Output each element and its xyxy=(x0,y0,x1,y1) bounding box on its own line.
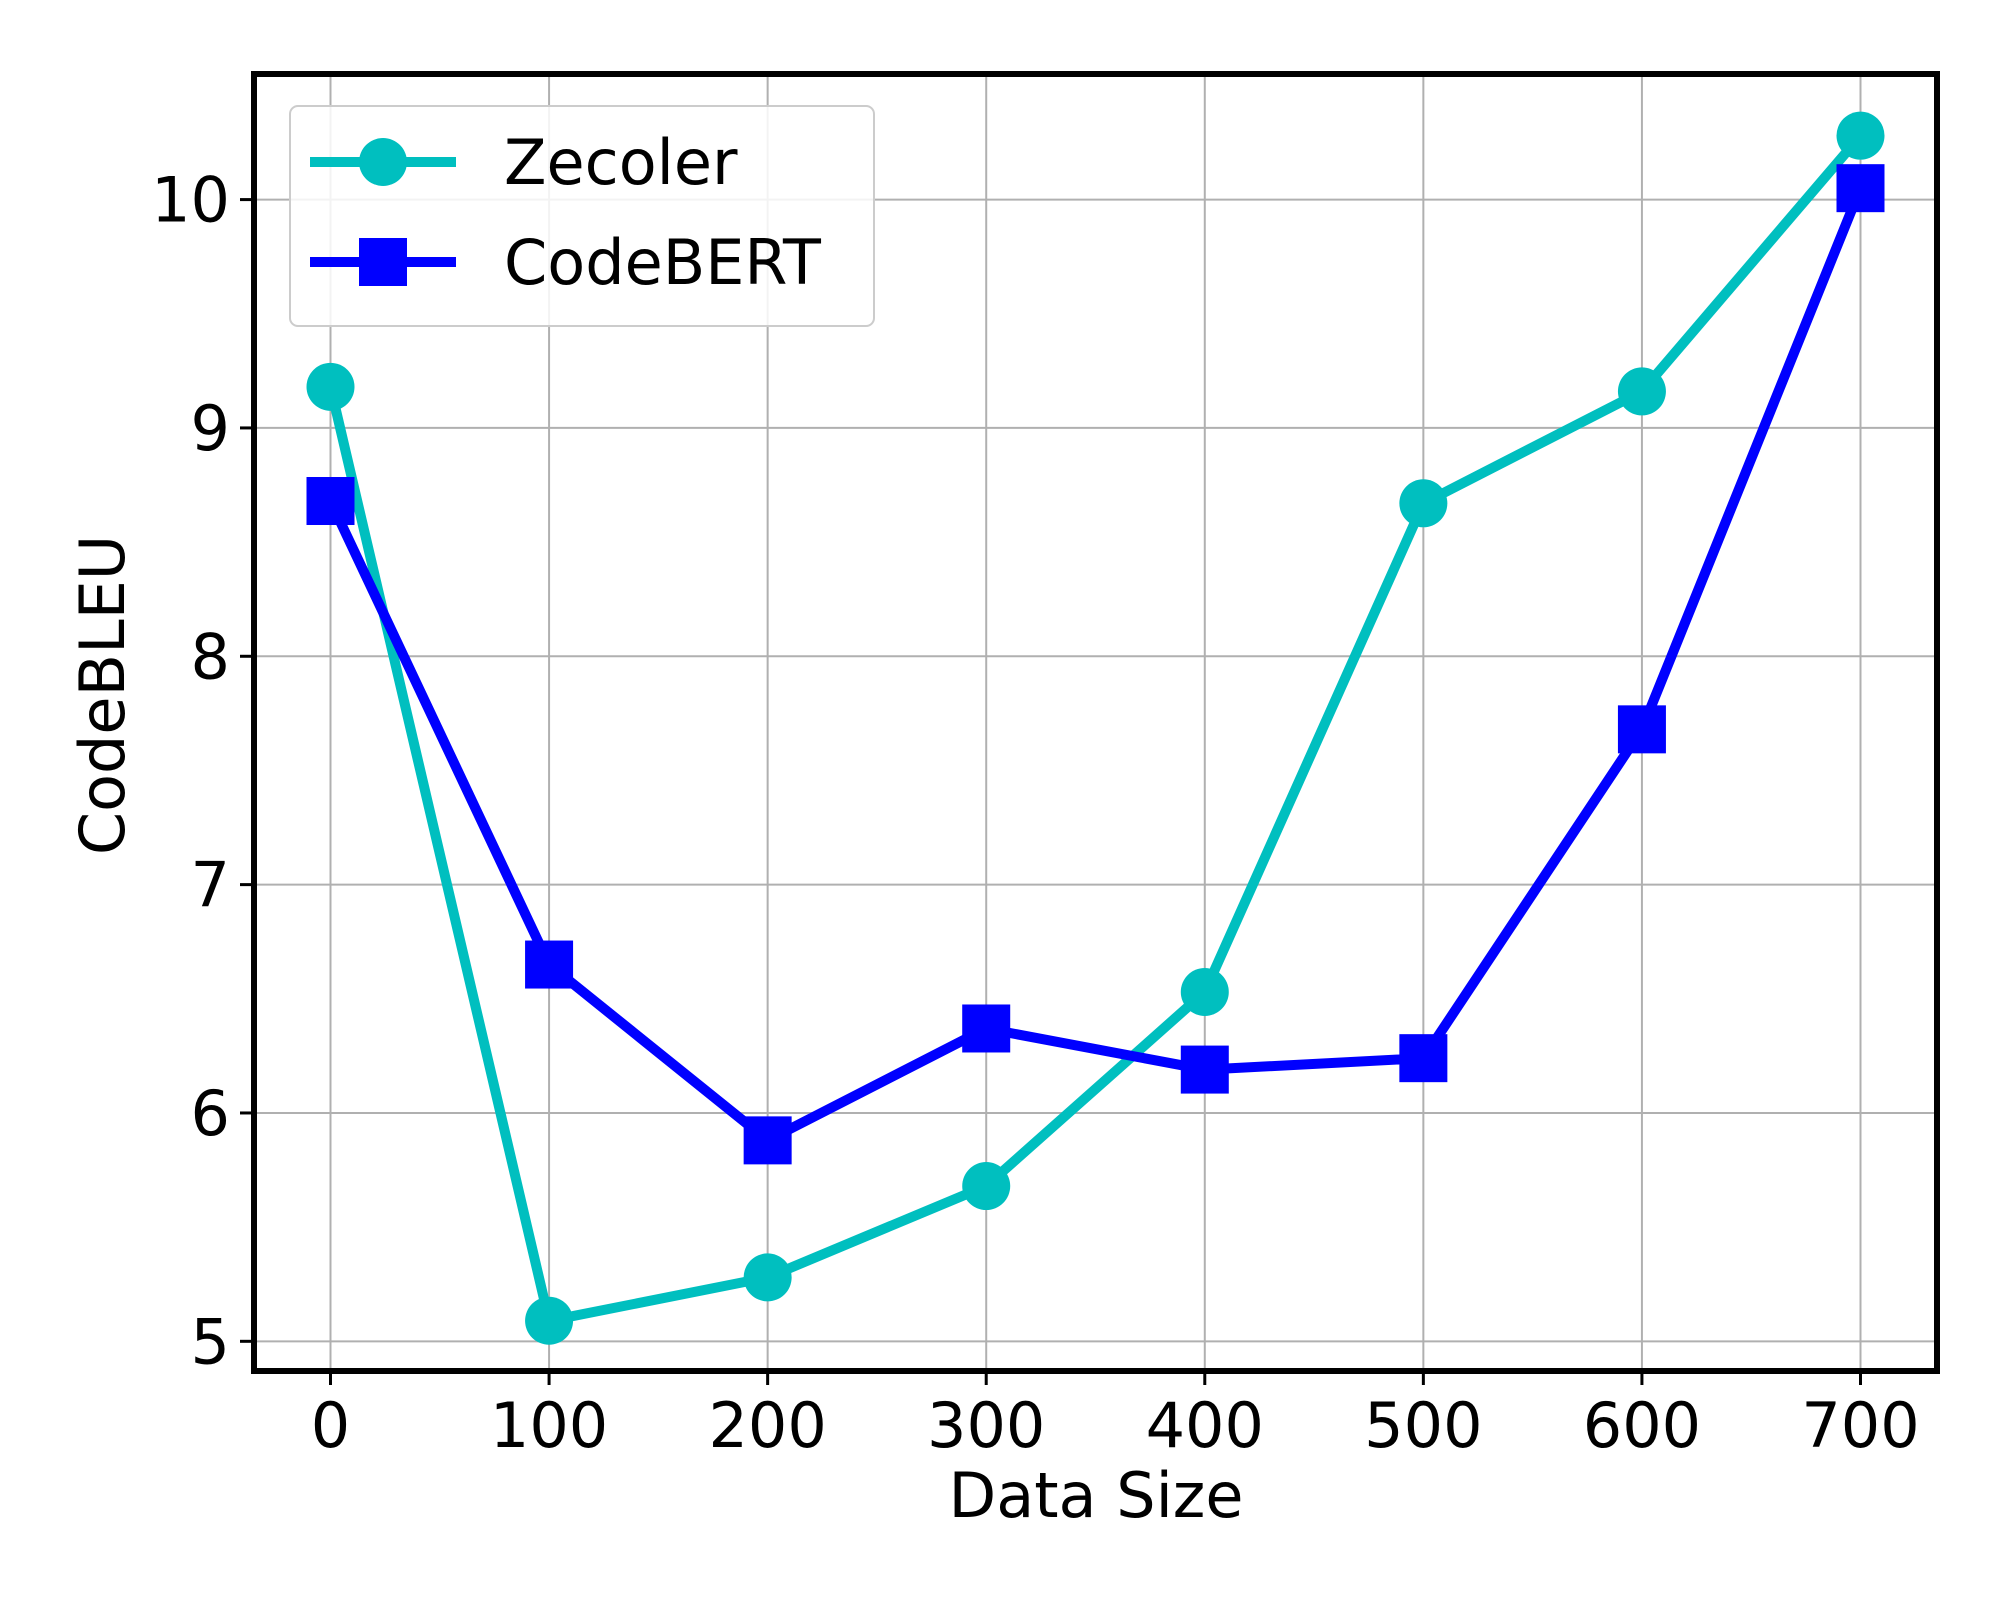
codebert-point xyxy=(743,1116,792,1165)
legend-codebert-label: CodeBERT xyxy=(504,226,822,299)
series-zecoler xyxy=(306,111,1885,1345)
codebert-point xyxy=(1617,705,1666,754)
zecoler-line xyxy=(325,132,1865,1326)
zecoler-point xyxy=(525,1296,574,1345)
grid-lines xyxy=(254,74,1937,1371)
y-tick-label: 9 xyxy=(191,392,230,465)
codebert-line xyxy=(325,186,1866,1146)
x-tick-label: 400 xyxy=(1146,1389,1264,1462)
zecoler-point xyxy=(962,1162,1011,1211)
y-axis-title: CodeBLEU xyxy=(66,535,139,855)
legend-zecoler-marker xyxy=(359,138,407,186)
codebert-point xyxy=(1836,164,1885,213)
x-tick-label: 700 xyxy=(1801,1389,1919,1462)
x-tick-label: 600 xyxy=(1583,1389,1701,1462)
legend-codebert-marker xyxy=(359,238,407,286)
x-tick-label: 200 xyxy=(708,1389,826,1462)
zecoler-point xyxy=(1180,967,1229,1016)
y-tick-label: 7 xyxy=(191,849,230,922)
x-tick-label: 500 xyxy=(1364,1389,1482,1462)
legend-zecoler-label: Zecoler xyxy=(504,126,738,199)
zecoler-point xyxy=(1836,111,1885,160)
y-tick-label: 5 xyxy=(191,1305,230,1378)
codebert-point xyxy=(525,940,574,989)
zecoler-point xyxy=(306,362,355,411)
plot-frame xyxy=(251,71,1940,1374)
zecoler-point xyxy=(743,1253,792,1302)
codebert-point xyxy=(1180,1045,1229,1094)
x-axis-title: Data Size xyxy=(948,1459,1243,1532)
codebert-point xyxy=(306,477,355,526)
zecoler-point xyxy=(1399,479,1448,528)
series-codebert xyxy=(306,164,1885,1165)
x-tick-label: 0 xyxy=(311,1389,350,1462)
legend: Zecoler CodeBERT xyxy=(289,105,875,327)
codebert-point xyxy=(1399,1034,1448,1083)
x-axis-ticks: 0 100 200 300 400 500 600 700 xyxy=(311,1371,1920,1462)
y-axis-ticks: 5 6 7 8 9 10 xyxy=(151,164,254,1378)
zecoler-point xyxy=(1617,367,1666,416)
x-tick-label: 100 xyxy=(490,1389,608,1462)
y-tick-label: 10 xyxy=(151,164,230,237)
codebert-point xyxy=(962,1004,1011,1053)
y-tick-label: 8 xyxy=(191,620,230,693)
y-tick-label: 6 xyxy=(191,1077,230,1150)
series-layer xyxy=(306,111,1885,1345)
x-tick-label: 300 xyxy=(927,1389,1045,1462)
